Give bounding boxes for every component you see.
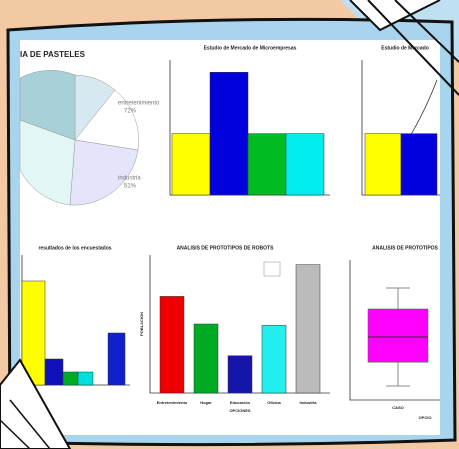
pie-label: entretenimiento xyxy=(118,101,160,107)
x-axis-label: OPCIO xyxy=(419,415,432,420)
x-axis-label: OPCIONES xyxy=(229,408,250,413)
x-tick-label: Entretenimiento xyxy=(157,400,188,405)
panel-title: ANALISIS DE PROTOTIPOS DE ROBOTS xyxy=(177,245,275,251)
pie-label: 51% xyxy=(124,184,137,190)
y-axis-label: POBLACION xyxy=(139,312,144,336)
bar xyxy=(261,325,287,394)
bar xyxy=(171,133,211,196)
axis xyxy=(349,260,440,401)
bar xyxy=(107,332,126,386)
bar xyxy=(77,371,94,386)
x-tick-label: CASO xyxy=(392,405,404,410)
bar xyxy=(62,371,79,386)
panel-title: IA DE PASTELES xyxy=(20,50,86,59)
bar xyxy=(159,296,185,394)
bar xyxy=(247,133,287,196)
panel-title: Estudio de Mercado de Microempresas xyxy=(204,45,297,51)
hand-line xyxy=(0,399,51,449)
bar xyxy=(400,133,438,196)
legend-box xyxy=(263,261,281,277)
x-tick-label: Hogar xyxy=(200,400,212,405)
pie-label: industria xyxy=(118,176,141,182)
paper-curl xyxy=(349,0,441,32)
bar xyxy=(295,264,321,394)
panel-title: ANALISIS DE PROTOTIPOS xyxy=(372,245,438,251)
panel-title: resultados de los encuestados xyxy=(38,245,111,251)
panel-title: Estudio de Mercado xyxy=(381,45,429,51)
bar xyxy=(364,133,402,196)
bar xyxy=(285,133,325,196)
x-tick-label: Industria xyxy=(300,400,318,405)
hand xyxy=(0,358,72,449)
bar xyxy=(227,355,253,394)
pie-label: 72% xyxy=(124,109,137,115)
x-tick-label: Educación xyxy=(230,400,251,405)
bar xyxy=(193,323,219,394)
bar xyxy=(209,72,249,196)
pie xyxy=(19,70,139,206)
paper-edge xyxy=(367,0,459,96)
x-tick-label: Oficina xyxy=(267,400,281,405)
bar xyxy=(44,358,64,386)
box xyxy=(367,308,429,363)
